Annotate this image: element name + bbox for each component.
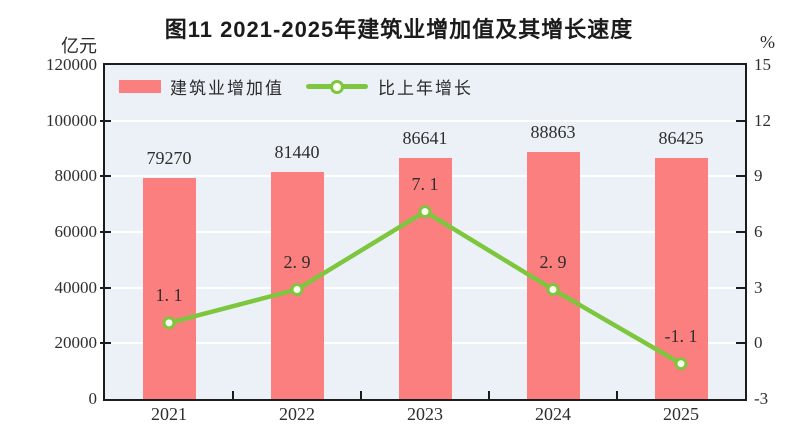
x-axis-label: 2021: [151, 404, 187, 424]
x-axis-tick: [488, 391, 490, 399]
y-axis-right-tick-label: 6: [754, 222, 763, 241]
x-axis-tick: [360, 391, 362, 399]
bar-value-label: 81440: [274, 142, 320, 163]
y-axis-right-tick-label: -3: [754, 389, 769, 408]
gridline: [105, 119, 745, 122]
y-axis-left-tick: [100, 175, 111, 178]
bar-value-label: 86641: [402, 127, 448, 148]
line-value-label: 2. 9: [539, 251, 567, 272]
x-axis-label: 2022: [279, 404, 315, 424]
y-axis-right-tick-label: 9: [754, 166, 763, 186]
left-axis-unit-label: 亿元: [61, 36, 97, 56]
y-axis-right-tick-label: 15: [754, 55, 771, 74]
line-value-label: 7. 1: [411, 173, 439, 194]
x-axis-label: 2024: [535, 404, 571, 424]
y-axis-left-tick-label: 20000: [54, 333, 98, 353]
y-axis-left-tick-label: 120000: [46, 55, 97, 74]
y-axis-right-tick-label: 12: [754, 110, 771, 130]
y-axis-left-tick-label: 80000: [54, 166, 98, 186]
x-axis-tick: [616, 391, 618, 399]
right-axis-unit-label: %: [760, 32, 775, 52]
line-series: [162, 205, 688, 371]
y-axis-left-tick: [100, 231, 111, 233]
y-axis-right-tick: [736, 119, 745, 122]
legend-line-swatch-icon: [306, 79, 368, 94]
y-axis-left-tick-label: 40000: [54, 277, 98, 297]
y-axis-left-tick: [100, 342, 111, 345]
x-axis-label: 2023: [407, 404, 443, 424]
bar-2021: [142, 178, 196, 399]
y-axis-right-tick-label: 0: [754, 333, 763, 353]
legend-line-label: 比上年增长: [378, 79, 473, 98]
line-value-label: 2. 9: [283, 251, 311, 272]
y-axis-left-tick: [100, 119, 111, 122]
y-axis-left-tick-label: 100000: [46, 110, 97, 130]
bar-value-label: 79270: [146, 148, 192, 169]
legend-marker-dot-icon: [330, 79, 344, 94]
bar-2024: [526, 151, 580, 399]
y-axis-right-tick: [736, 175, 745, 178]
legend-bar-label: 建筑业增加值: [170, 79, 284, 98]
x-axis-tick: [232, 391, 234, 399]
y-axis-right-tick: [736, 231, 745, 233]
x-axis-label: 2025: [663, 404, 699, 424]
y-axis-left-tick-label: 60000: [54, 222, 98, 241]
plot-area: 建筑业增加值 比上年增长 79270 81440 86641 88863 86425 1.…: [100, 63, 747, 401]
bar-2023: [398, 157, 452, 399]
y-axis-right-tick: [736, 342, 745, 345]
y-axis-right-tick-label: 3: [754, 277, 763, 297]
line-value-label: -1. 1: [664, 325, 698, 346]
bar-value-label: 86425: [658, 128, 704, 149]
y-axis-right-tick: [736, 286, 745, 289]
y-axis-left-tick-label: 0: [88, 389, 98, 408]
y-axis-left-tick: [100, 286, 111, 289]
bar-value-label: 88863: [530, 121, 576, 142]
legend-bar-swatch-icon: [119, 80, 161, 93]
legend: 建筑业增加值 比上年增长: [119, 74, 473, 99]
chart-title: 图11 2021-2025年建筑业增加值及其增长速度: [164, 17, 634, 42]
line-value-label: 1. 1: [155, 284, 183, 305]
